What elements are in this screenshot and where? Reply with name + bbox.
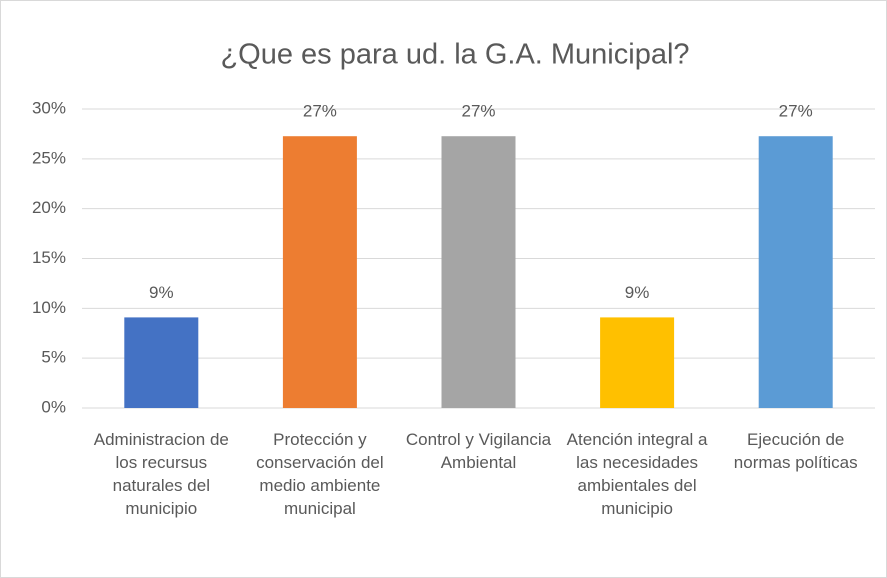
bar — [124, 317, 199, 408]
data-label: 9% — [625, 283, 650, 302]
bar — [600, 317, 675, 408]
y-tick-label: 10% — [32, 298, 66, 317]
x-tick-label: Control y Vigilancia Ambiental — [405, 430, 552, 472]
bar — [441, 136, 516, 409]
chart-title: ¿Que es para ud. la G.A. Municipal? — [220, 39, 689, 71]
y-tick-label: 15% — [32, 248, 66, 267]
data-label: 27% — [303, 102, 337, 121]
x-tick-label: Administracion de los recursus naturales… — [93, 430, 229, 518]
y-tick-label: 5% — [41, 348, 66, 367]
x-tick-label: Ejecución de normas políticas — [733, 430, 858, 472]
bar — [758, 136, 833, 409]
x-tick-label: Protección y conservación del medio ambi… — [256, 430, 384, 518]
data-label: 27% — [779, 102, 813, 121]
y-tick-label: 20% — [32, 198, 66, 217]
data-label: 27% — [461, 102, 495, 121]
y-tick-label: 30% — [32, 98, 66, 117]
y-tick-label: 0% — [41, 397, 66, 416]
data-label: 9% — [149, 283, 174, 302]
bar — [282, 136, 357, 409]
x-tick-label: Atención integral a las necesidades ambi… — [566, 430, 708, 518]
y-tick-label: 25% — [32, 148, 66, 167]
